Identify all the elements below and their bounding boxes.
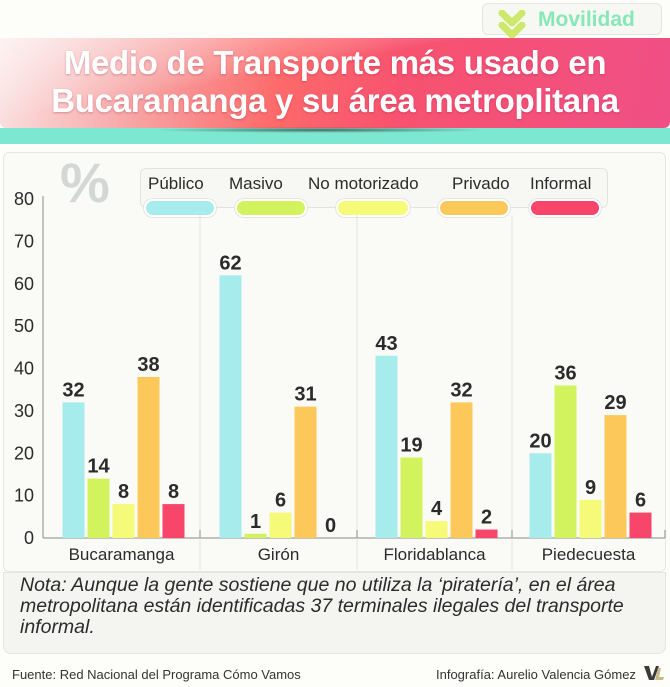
bar-masivo bbox=[87, 478, 110, 538]
y-tick-label: 80 bbox=[14, 189, 34, 209]
bar-masivo bbox=[554, 385, 577, 538]
data-label: 19 bbox=[400, 434, 422, 456]
legend-swatch-privado bbox=[440, 201, 508, 215]
legend-label-privado: Privado bbox=[452, 174, 510, 193]
chevron-down-icon bbox=[498, 10, 526, 27]
bar-informal bbox=[475, 529, 498, 538]
category-label: Floridablanca bbox=[383, 545, 486, 564]
note-text: Nota: Aunque la gente sostiene que no ut… bbox=[20, 574, 624, 638]
bar-no-motorizado bbox=[425, 521, 448, 538]
y-tick-label: 60 bbox=[14, 274, 34, 294]
data-label: 38 bbox=[137, 354, 159, 376]
category-label: Bucaramanga bbox=[69, 545, 175, 564]
vl-logo-icon bbox=[644, 666, 664, 680]
note-panel bbox=[3, 572, 666, 654]
source-credit: Fuente: Red Nacional del Programa Cómo V… bbox=[12, 667, 301, 682]
y-tick-label: 40 bbox=[14, 359, 34, 379]
title-line-2: Bucaramanga y su área metroplitana bbox=[51, 82, 619, 119]
data-label: 1 bbox=[250, 511, 261, 533]
bar-público bbox=[62, 402, 85, 538]
bar-masivo bbox=[400, 457, 423, 538]
bar-público bbox=[375, 355, 398, 538]
page-title: Medio de Transporte más usado en Bucaram… bbox=[0, 44, 670, 120]
y-tick-label: 0 bbox=[24, 528, 34, 548]
legend-swatch-masivo bbox=[237, 201, 305, 215]
section-badge: Movilidad bbox=[482, 3, 662, 39]
y-tick-label: 10 bbox=[14, 486, 34, 506]
data-label: 6 bbox=[635, 490, 646, 512]
data-label: 36 bbox=[554, 362, 576, 384]
data-label: 32 bbox=[62, 379, 84, 401]
bar-público bbox=[529, 453, 552, 538]
bar-privado bbox=[294, 406, 317, 538]
y-tick-label: 70 bbox=[14, 231, 34, 251]
y-tick-label: 20 bbox=[14, 443, 34, 463]
data-label: 14 bbox=[87, 456, 110, 478]
unit-symbol: % bbox=[60, 151, 110, 214]
banner-shadow bbox=[150, 127, 490, 133]
bar-público bbox=[219, 275, 242, 538]
legend-label-informal: Informal bbox=[530, 174, 592, 193]
data-label: 32 bbox=[450, 379, 472, 401]
bar-privado bbox=[450, 402, 473, 538]
data-label: 43 bbox=[375, 333, 397, 355]
bar-no-motorizado bbox=[579, 499, 602, 538]
category-label: Girón bbox=[258, 545, 300, 564]
data-label: 8 bbox=[118, 481, 129, 503]
legend-swatch-no-motorizado bbox=[338, 201, 408, 215]
data-label: 20 bbox=[529, 430, 551, 452]
bar-masivo bbox=[244, 533, 267, 538]
data-label: 29 bbox=[604, 392, 626, 414]
bar-no-motorizado bbox=[112, 504, 135, 538]
author-credit: Infografía: Aurelio Valencia Gómez bbox=[436, 667, 636, 682]
bar-no-motorizado bbox=[269, 512, 292, 538]
data-label: 62 bbox=[219, 252, 241, 274]
badge-label: Movilidad bbox=[538, 8, 635, 31]
data-label: 6 bbox=[275, 490, 286, 512]
bar-informal bbox=[162, 504, 185, 538]
chevron-down-icon bbox=[498, 22, 526, 39]
bar-privado bbox=[604, 415, 627, 538]
category-label: Piedecuesta bbox=[542, 545, 636, 564]
data-label: 8 bbox=[168, 481, 179, 503]
data-label: 9 bbox=[585, 477, 596, 499]
data-label: 0 bbox=[325, 515, 336, 537]
data-label: 2 bbox=[481, 507, 492, 529]
title-line-1: Medio de Transporte más usado en bbox=[63, 44, 607, 81]
bar-privado bbox=[137, 376, 160, 538]
legend-swatch-público bbox=[146, 201, 214, 215]
legend-swatch-informal bbox=[531, 201, 599, 215]
legend-label-no-motorizado: No motorizado bbox=[308, 174, 419, 193]
legend-label-público: Público bbox=[148, 174, 204, 193]
y-tick-label: 30 bbox=[14, 401, 34, 421]
y-tick-label: 50 bbox=[14, 316, 34, 336]
data-label: 31 bbox=[294, 384, 316, 406]
legend-label-masivo: Masivo bbox=[229, 174, 283, 193]
data-label: 4 bbox=[431, 498, 443, 520]
bar-informal bbox=[629, 512, 652, 538]
